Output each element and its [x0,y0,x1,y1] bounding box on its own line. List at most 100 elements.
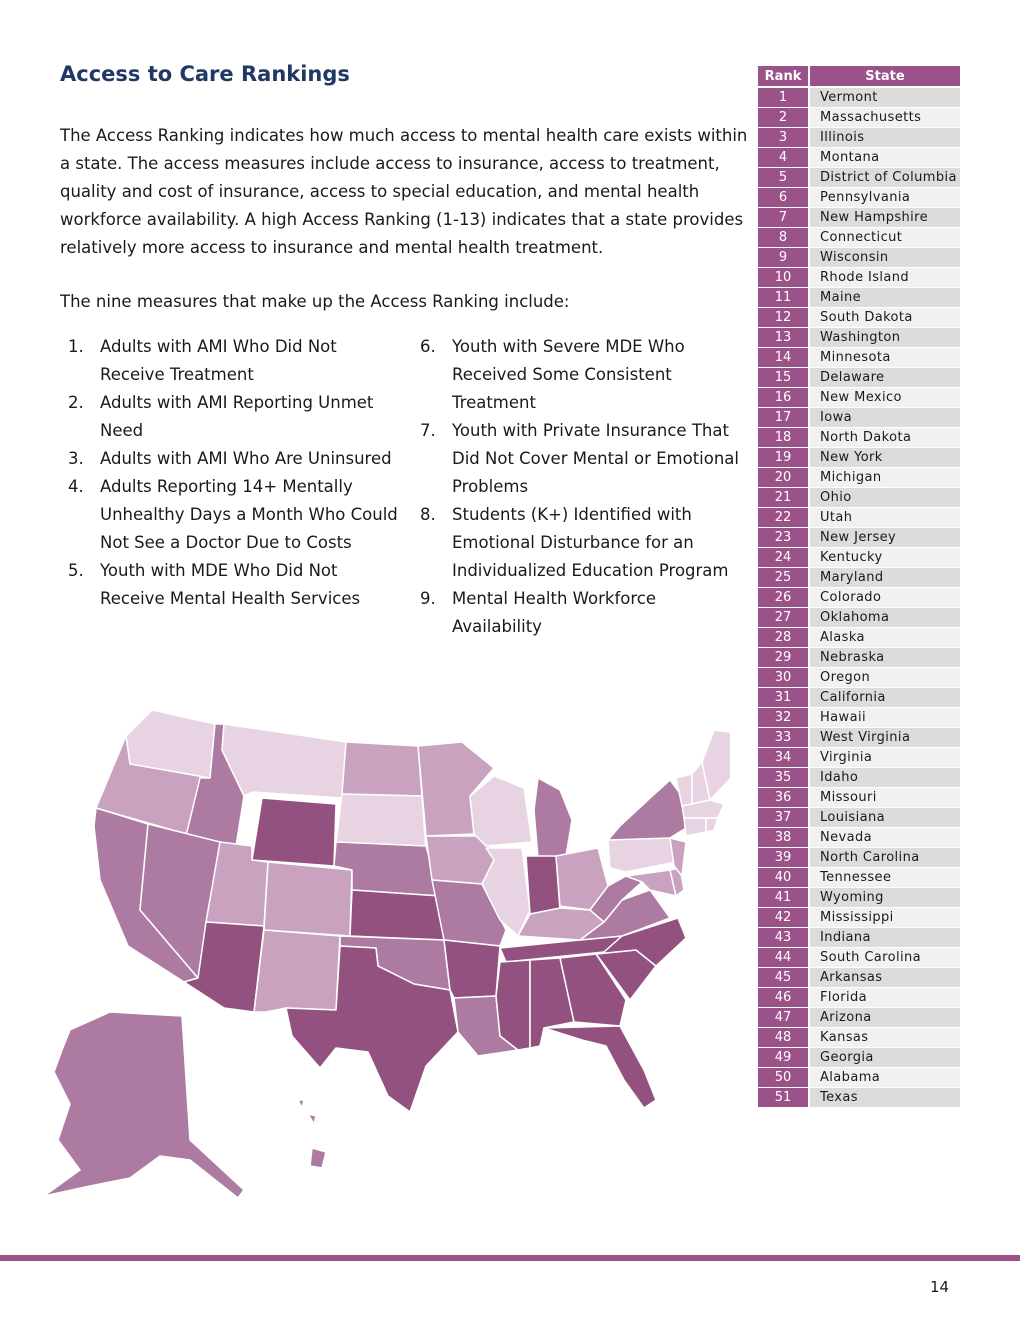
measure-item: 9. Mental Health Workforce Availability [420,585,750,641]
state-cell: Washington [809,327,960,348]
measure-text: Mental Health Workforce Availability [452,589,657,636]
state-cell: Pennsylvania [809,187,960,208]
rank-table-row: 33 West Virginia [758,727,960,748]
rank-cell: 37 [758,807,810,828]
state-cell: Massachusetts [809,107,960,128]
rank-cell: 9 [758,247,810,268]
state-cell: Arizona [809,1007,960,1028]
state-cell: Nevada [809,827,960,848]
rank-table-row: 6 Pennsylvania [758,187,960,208]
map-state-rhode-island [705,817,719,833]
rank-table-row: 50 Alabama [758,1067,960,1088]
measure-item: 2. Adults with AMI Reporting Unmet Need [68,389,398,445]
state-cell: Missouri [809,787,960,808]
rank-table-row: 38 Nevada [758,827,960,848]
rank-table-row: 40 Tennessee [758,867,960,888]
rank-column-header: Rank [758,66,810,88]
map-state-florida [543,1025,657,1109]
rank-cell: 20 [758,467,810,488]
map-state-connecticut [683,817,707,837]
map-state-wisconsin [469,775,533,847]
rank-table-row: 42 Mississippi [758,907,960,928]
state-column-header: State [809,66,960,88]
rank-table-row: 35 Idaho [758,767,960,788]
rank-table-header: Rank State [758,66,960,88]
rank-cell: 25 [758,567,810,588]
rank-cell: 36 [758,787,810,808]
rank-table-row: 49 Georgia [758,1047,960,1068]
map-state-hawaii [297,1099,327,1169]
measure-number: 8. [420,505,436,524]
rank-cell: 8 [758,227,810,248]
map-state-arkansas [443,939,501,999]
rank-cell: 48 [758,1027,810,1048]
state-cell: Ohio [809,487,960,508]
rank-cell: 15 [758,367,810,388]
measure-item: 4. Adults Reporting 14+ Mentally Unhealth… [68,473,398,557]
state-cell: Wisconsin [809,247,960,268]
state-cell: Minnesota [809,347,960,368]
measure-number: 4. [68,477,84,496]
rank-table-row: 31 California [758,687,960,708]
rank-table-row: 4 Montana [758,147,960,168]
state-cell: Iowa [809,407,960,428]
measure-text: Youth with Private Insurance That Did No… [452,421,739,496]
measure-number: 9. [420,589,436,608]
state-cell: Nebraska [809,647,960,668]
rank-table-row: 18 North Dakota [758,427,960,448]
state-cell: South Carolina [809,947,960,968]
rank-cell: 3 [758,127,810,148]
rank-table-row: 36 Missouri [758,787,960,808]
measures-lead: The nine measures that make up the Acces… [60,292,570,311]
rank-table-row: 48 Kansas [758,1027,960,1048]
state-cell: Wyoming [809,887,960,908]
measures-list-left: 1. Adults with AMI Who Did Not Receive Tr… [68,333,398,613]
state-cell: Oklahoma [809,607,960,628]
rank-table-row: 37 Louisiana [758,807,960,828]
rank-cell: 28 [758,627,810,648]
rank-table-row: 26 Colorado [758,587,960,608]
rank-cell: 19 [758,447,810,468]
rank-table-row: 12 South Dakota [758,307,960,328]
rank-table-row: 11 Maine [758,287,960,308]
rank-table-row: 22 Utah [758,507,960,528]
map-state-colorado [263,861,353,937]
rank-cell: 38 [758,827,810,848]
rank-cell: 29 [758,647,810,668]
map-state-indiana [525,855,561,915]
state-cell: Vermont [809,87,960,108]
rank-table-row: 5 District of Columbia [758,167,960,188]
rank-table-row: 2 Massachusetts [758,107,960,128]
measure-text: Adults with AMI Reporting Unmet Need [100,393,374,440]
footer-rule [0,1255,1020,1261]
rank-cell: 2 [758,107,810,128]
rank-table-row: 34 Virginia [758,747,960,768]
rank-table-row: 46 Florida [758,987,960,1008]
rank-cell: 17 [758,407,810,428]
map-state-mississippi [495,959,531,1051]
rank-table-row: 51 Texas [758,1087,960,1108]
rank-table-row: 21 Ohio [758,487,960,508]
rank-cell: 24 [758,547,810,568]
state-cell: New Jersey [809,527,960,548]
state-cell: Oregon [809,667,960,688]
rank-cell: 41 [758,887,810,908]
state-cell: Alaska [809,627,960,648]
rank-table-row: 15 Delaware [758,367,960,388]
state-cell: Montana [809,147,960,168]
state-cell: Florida [809,987,960,1008]
rank-cell: 22 [758,507,810,528]
state-cell: Maryland [809,567,960,588]
rank-table-row: 10 Rhode Island [758,267,960,288]
rank-cell: 16 [758,387,810,408]
measure-item: 3. Adults with AMI Who Are Uninsured [68,445,398,473]
state-cell: New Mexico [809,387,960,408]
rank-table-row: 39 North Carolina [758,847,960,868]
measure-number: 7. [420,421,436,440]
rank-table-row: 25 Maryland [758,567,960,588]
map-state-north-dakota [341,741,423,797]
rank-table-row: 41 Wyoming [758,887,960,908]
state-cell: Georgia [809,1047,960,1068]
state-cell: California [809,687,960,708]
map-state-arizona [183,921,265,1013]
